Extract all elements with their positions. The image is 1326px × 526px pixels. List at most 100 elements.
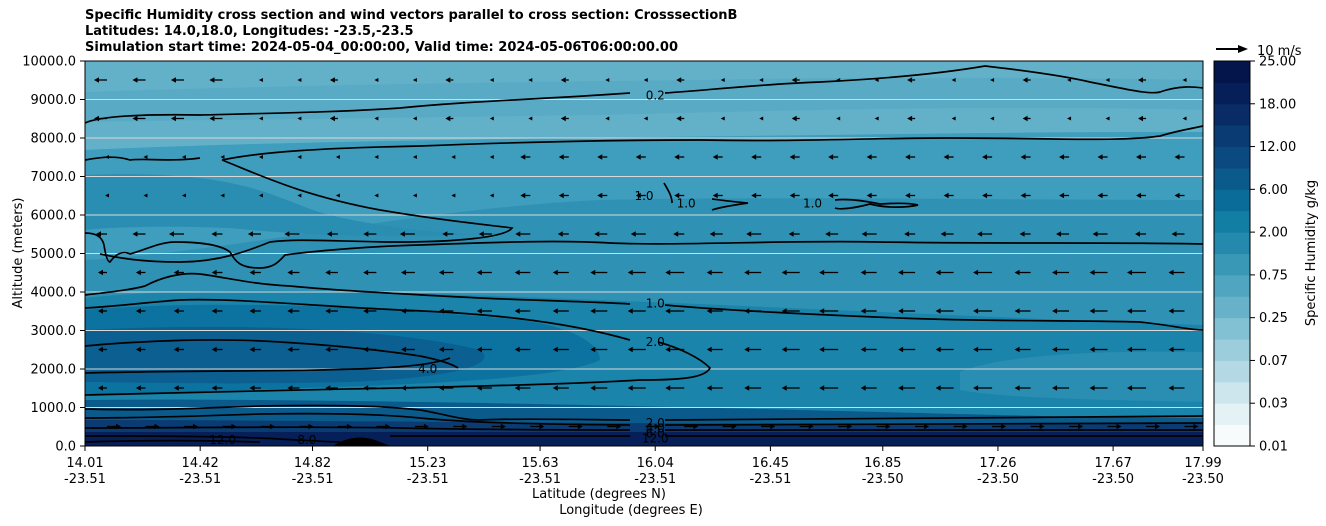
wind-vector xyxy=(557,231,569,237)
wind-vector xyxy=(249,308,261,314)
wind-vector xyxy=(759,116,764,121)
wind-vector xyxy=(132,115,146,122)
contour-island-1 xyxy=(663,182,673,204)
wind-vector xyxy=(860,385,877,391)
wind-vector xyxy=(940,231,954,237)
wind-vector xyxy=(560,115,569,122)
wind-vector xyxy=(1052,385,1070,391)
wind-vector xyxy=(982,192,993,199)
wind-vector xyxy=(552,346,569,353)
colorbar-segment xyxy=(1214,360,1250,383)
x-tick-label-lat: 15.63 xyxy=(521,456,558,471)
wind-vector xyxy=(781,269,800,276)
wind-vector xyxy=(1059,192,1070,199)
wind-vector xyxy=(173,269,184,276)
wind-vector xyxy=(520,192,531,199)
x-tick-label-lat: 14.82 xyxy=(294,456,331,471)
wind-vector xyxy=(1168,346,1185,353)
wind-vector xyxy=(935,269,954,276)
wind-vector xyxy=(412,193,417,198)
contour-line-2p0 xyxy=(85,298,712,396)
contour-labels: 0.21.02.04.01.01.0 1.02.04.06.012.08.012.… xyxy=(209,89,822,448)
y-tick-label: 10000.0 xyxy=(22,55,76,70)
wind-vector xyxy=(898,308,916,314)
wind-vector xyxy=(1019,231,1031,237)
wind-vector xyxy=(143,193,148,198)
wind-vector xyxy=(552,269,569,276)
wind-vector xyxy=(744,346,762,353)
wind-vector xyxy=(627,346,646,353)
wind-vector xyxy=(907,115,916,122)
wind-vector xyxy=(530,423,545,430)
wind-vector xyxy=(297,116,302,121)
wind-vector xyxy=(552,385,569,391)
wind-vector xyxy=(220,155,225,159)
wind-vector xyxy=(706,385,723,391)
x-tick-label-lat: 16.04 xyxy=(637,456,674,471)
wind-vector xyxy=(781,346,800,353)
wind-vector xyxy=(299,423,314,430)
wind-vector xyxy=(363,269,377,276)
wind-vector xyxy=(1127,269,1147,276)
wind-vector xyxy=(568,423,583,430)
wind-vector xyxy=(720,78,725,82)
colorbar-segment xyxy=(1214,381,1250,404)
x-tick-label-lon: -23.50 xyxy=(977,472,1019,487)
x-tick-label-lat: 14.42 xyxy=(182,456,219,471)
wind-vector xyxy=(211,308,223,314)
colorbar-segment xyxy=(1214,317,1250,340)
colorbar-segment xyxy=(1214,103,1250,126)
wind-vector xyxy=(363,231,377,237)
wind-vector xyxy=(746,231,762,237)
wind-vector xyxy=(325,308,338,314)
wind-vector xyxy=(712,192,723,199)
wind-vector xyxy=(98,269,107,276)
chart-title-line-1: Specific Humidity cross section and wind… xyxy=(85,8,738,23)
wind-vector xyxy=(1089,308,1108,314)
wind-vector xyxy=(1020,154,1031,160)
wind-vector xyxy=(1146,423,1161,430)
wind-vector xyxy=(105,155,109,159)
y-tick-label: 8000.0 xyxy=(31,132,77,147)
wind-vector xyxy=(874,78,879,82)
wind-vector xyxy=(1168,269,1185,276)
wind-vector xyxy=(643,116,648,121)
wind-vector xyxy=(445,77,454,83)
wind-vector xyxy=(828,192,839,199)
wind-vector xyxy=(558,192,569,199)
wind-vector xyxy=(105,193,109,198)
wind-vector xyxy=(374,193,379,198)
contour-line-lower-2 xyxy=(85,404,1203,421)
colorbar-segment xyxy=(1214,146,1250,169)
x-tick-label-lon: -23.51 xyxy=(749,472,791,487)
wind-vector xyxy=(1092,231,1108,237)
colorbar-tick-label: 2.00 xyxy=(1259,226,1288,241)
wind-vector xyxy=(1030,423,1045,430)
wind-vector xyxy=(627,269,646,276)
wind-vector xyxy=(781,385,800,391)
colorbar-segment xyxy=(1214,339,1250,361)
wind-vector xyxy=(183,423,198,430)
wind-vector xyxy=(287,346,300,353)
wind-vector xyxy=(401,385,415,391)
wind-vector xyxy=(143,155,148,159)
wind-vector xyxy=(791,77,800,83)
wind-vector xyxy=(720,116,725,121)
wind-vector xyxy=(173,346,184,353)
x-tick-label-lon: -23.51 xyxy=(292,472,334,487)
contour-label: 8.0 xyxy=(297,433,316,447)
wind-vector xyxy=(515,231,531,237)
wind-vector xyxy=(1014,308,1031,314)
wind-vector xyxy=(630,231,646,237)
wind-vector xyxy=(1107,423,1122,430)
y-tick-label: 9000.0 xyxy=(31,93,77,108)
wind-vector xyxy=(898,346,916,353)
colorbar-tick-label: 0.75 xyxy=(1259,268,1288,283)
contour-label: 4.0 xyxy=(418,362,437,376)
wind-vector xyxy=(451,193,456,198)
wind-vector xyxy=(935,385,954,391)
wind-vector xyxy=(1138,77,1147,83)
wind-vector xyxy=(973,308,993,314)
wind-vector xyxy=(781,308,800,314)
wind-vector xyxy=(211,385,223,391)
